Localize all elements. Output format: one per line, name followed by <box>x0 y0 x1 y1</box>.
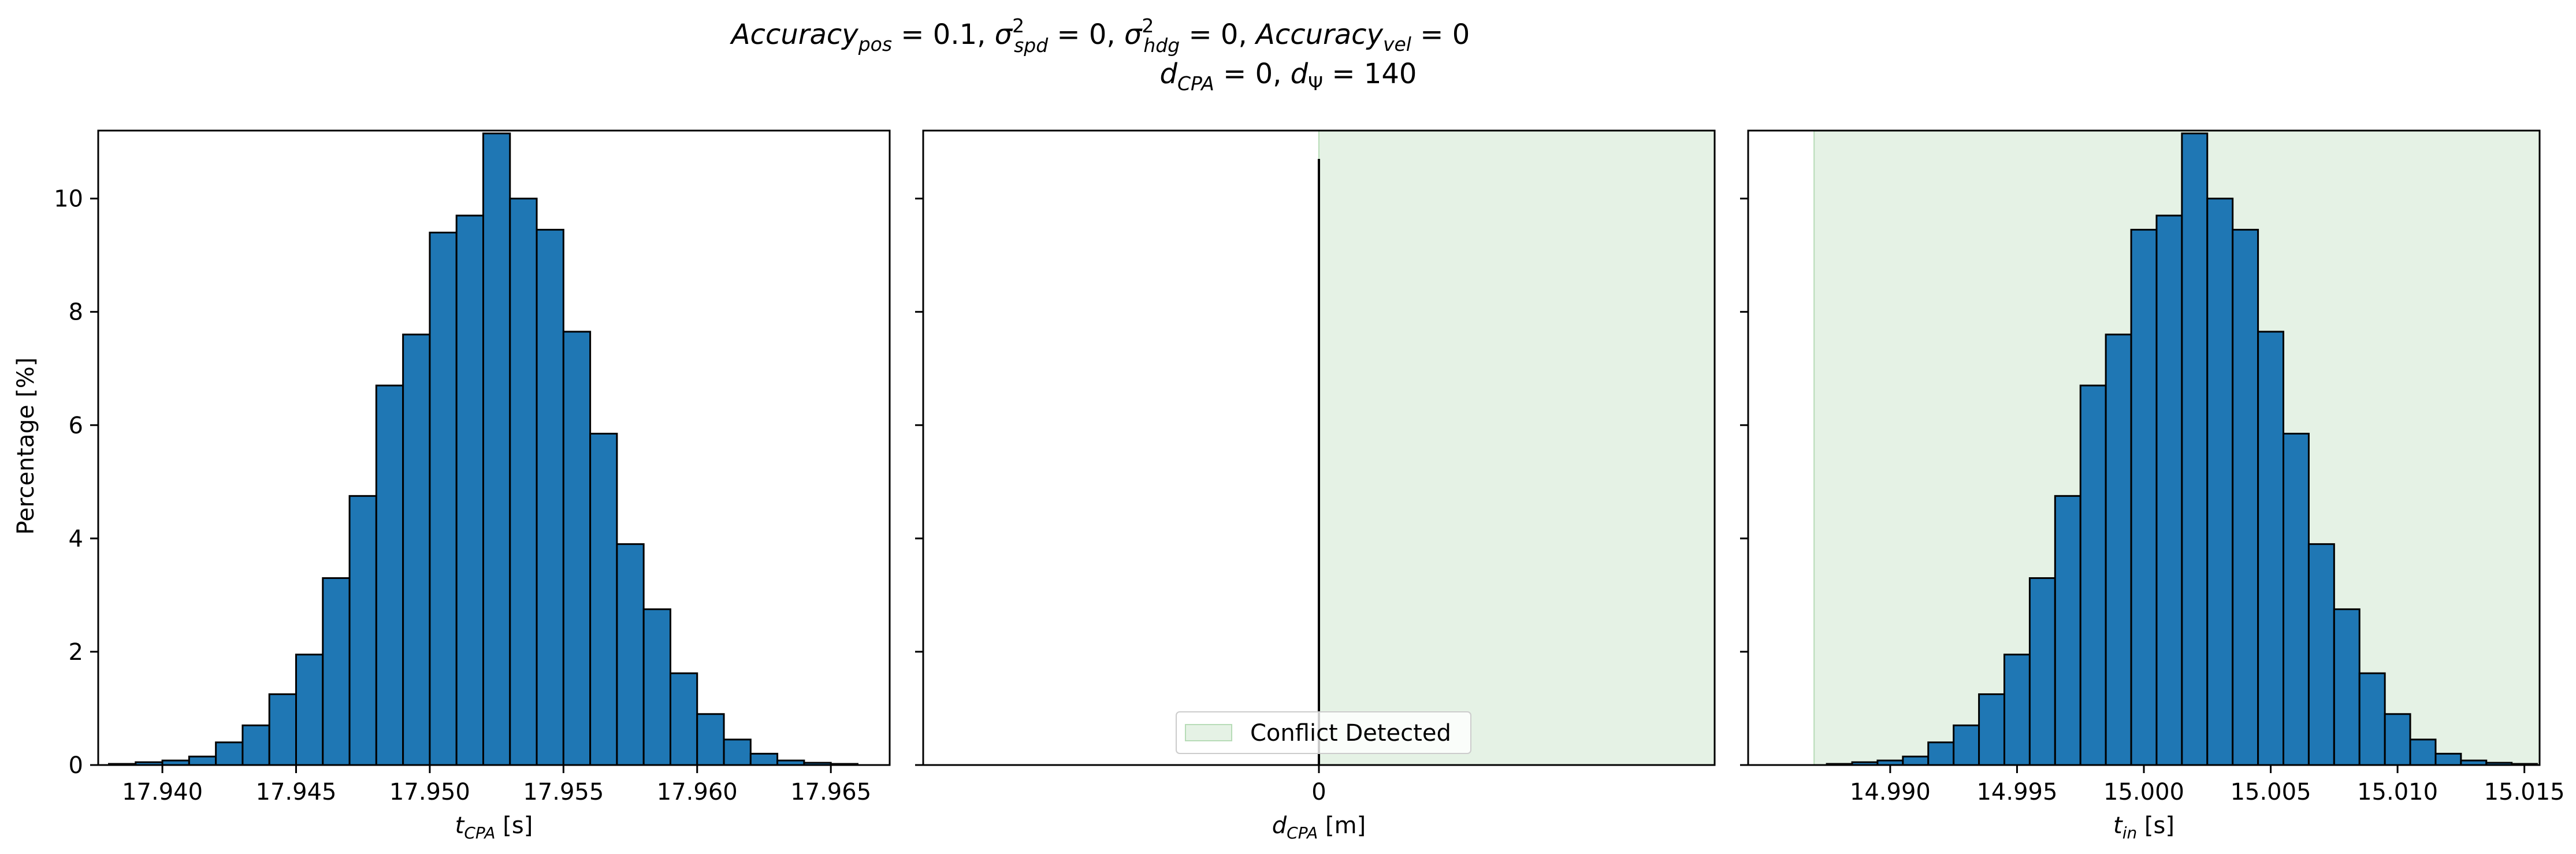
legend-label-conflict: Conflict Detected <box>1250 720 1451 747</box>
histogram-bar <box>509 198 538 766</box>
d-cpa-axes-frame <box>922 129 1716 766</box>
y-tick-label: 0 <box>69 752 83 779</box>
x-tick-label: 14.990 <box>1850 779 1931 805</box>
t-cpa-y-ticks: 0 2 4 6 8 10 <box>54 186 98 779</box>
histogram-bar <box>375 384 404 766</box>
histogram-bar <box>2054 495 2081 766</box>
x-tick-label: 17.950 <box>389 779 470 805</box>
histogram-bar <box>2384 713 2411 766</box>
x-tick-label: 15.015 <box>2484 779 2565 805</box>
x-tick-label: 17.955 <box>523 779 604 805</box>
histogram-bar <box>2079 384 2107 766</box>
histogram-bar <box>2232 229 2259 766</box>
histogram-bar <box>562 331 592 766</box>
histogram-bar <box>188 755 217 766</box>
histogram-bar <box>1927 741 1955 766</box>
y-tick-label: 10 <box>54 186 83 213</box>
histogram-bar <box>2003 654 2031 766</box>
histogram-bar <box>402 333 431 766</box>
t-in-y-ticks <box>1740 198 1748 766</box>
d-cpa-legend: Conflict Detected <box>1176 711 1471 754</box>
histogram-bar <box>589 432 618 766</box>
histogram-bar <box>696 713 725 766</box>
t-cpa-axes-frame <box>97 129 891 766</box>
histogram-bar <box>482 132 511 766</box>
histogram-bar <box>268 693 297 766</box>
y-axis-label: Percentage [%] <box>13 358 39 535</box>
d-cpa-conflict-region <box>1318 130 1715 766</box>
d-cpa-x-axis-label: dCPA [m] <box>1272 812 1366 842</box>
histogram-bar <box>1902 755 1930 766</box>
y-tick-label: 8 <box>69 299 83 326</box>
histogram-bar <box>429 231 458 766</box>
histogram-bar <box>2434 752 2462 766</box>
d-cpa-y-ticks <box>915 198 923 766</box>
histogram-bar <box>348 495 377 766</box>
histogram-bar <box>2333 608 2361 766</box>
legend-frame <box>1176 711 1471 754</box>
histogram-bar <box>215 741 244 766</box>
d-cpa-x-ticks: 01020304050 <box>1311 765 1326 805</box>
histogram-bar <box>322 577 351 766</box>
histogram-bar <box>2130 229 2158 766</box>
t-cpa-bars <box>108 132 858 766</box>
histogram-bar <box>2155 214 2183 766</box>
panel-t-cpa: 17.940 17.945 17.950 17.955 17.960 17.965 0 2 4… <box>54 129 891 842</box>
histogram-bar <box>2283 432 2310 766</box>
x-tick-label: 17.945 <box>256 779 337 805</box>
histogram-bar <box>2105 333 2132 766</box>
histogram-bar <box>2307 543 2335 766</box>
histogram-bar <box>642 608 671 766</box>
histogram-bar <box>723 738 752 766</box>
legend-swatch-conflict <box>1185 724 1232 741</box>
figure-title-line-2: dCPA = 0, dΨ = 140 <box>1160 58 1417 95</box>
t-cpa-x-axis-label: tCPA [s] <box>455 812 533 842</box>
histogram-bar <box>295 654 324 766</box>
x-tick-label: 15.005 <box>2231 779 2311 805</box>
y-tick-label: 4 <box>69 526 83 552</box>
histogram-bar <box>536 229 564 766</box>
t-in-axes-frame <box>1747 129 2541 766</box>
t-in-x-ticks: 14.990 14.995 15.000 15.005 15.010 15.015 <box>1850 765 2565 805</box>
figure-title-line-1: Accuracypos = 0.1, σ2 spd = 0, σ2 hdg = 0,… <box>730 14 1470 57</box>
x-tick-label: 17.965 <box>790 779 871 805</box>
histogram-bar <box>1953 724 1980 766</box>
y-tick-label: 6 <box>69 413 83 439</box>
histogram-bar <box>616 543 645 766</box>
histogram-bar <box>455 214 484 766</box>
histogram-bar <box>2028 577 2056 766</box>
histogram-bar <box>749 752 779 766</box>
histogram-bar <box>241 724 270 766</box>
histogram-bar <box>2181 132 2209 766</box>
panel-t-in: 14.990 14.995 15.000 15.005 15.010 15.015 tin… <box>1740 129 2565 842</box>
histogram-bar <box>2206 198 2234 766</box>
t-cpa-x-ticks: 17.940 17.945 17.950 17.955 17.960 17.965 <box>122 765 871 805</box>
x-tick-label: 15.000 <box>2103 779 2184 805</box>
panel-d-cpa: 01020304050 Conflict Detected dCPA [m] <box>915 129 1716 842</box>
histogram-bar <box>2409 738 2437 766</box>
x-tick-label: 17.960 <box>657 779 738 805</box>
t-in-x-axis-label: tin [s] <box>2113 812 2174 842</box>
histogram-bar <box>669 672 698 766</box>
histogram-bar <box>1978 693 2005 766</box>
x-tick-label: 15.010 <box>2357 779 2438 805</box>
x-tick-label: 14.995 <box>1976 779 2057 805</box>
x-tick-label: 17.940 <box>122 779 203 805</box>
x-tick-label: 0 <box>1311 779 1326 805</box>
y-tick-label: 2 <box>69 639 83 666</box>
histogram-bar <box>2358 672 2386 766</box>
histogram-bar <box>2257 331 2285 766</box>
